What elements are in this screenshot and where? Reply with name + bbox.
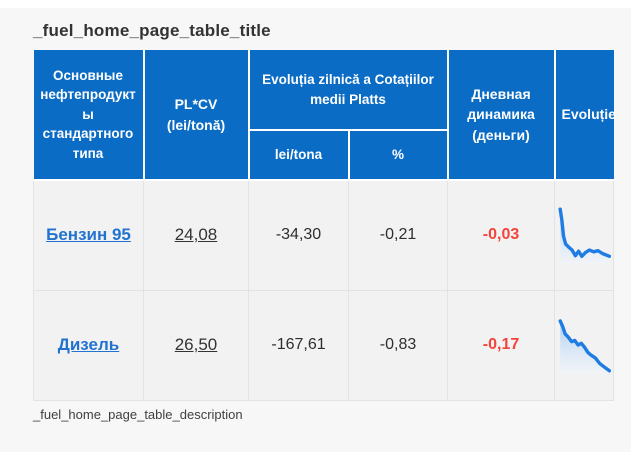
header-evolution: Evoluție bbox=[553, 50, 616, 181]
evolution-cell bbox=[554, 179, 614, 291]
top-strip bbox=[0, 0, 631, 8]
fuel-table-page: _fuel_home_page_table_title Основные неф… bbox=[0, 21, 631, 422]
daily-dynamics-value: -0,03 bbox=[447, 179, 555, 291]
page-title: _fuel_home_page_table_title bbox=[33, 21, 271, 40]
header-plcv: PL*CV (lei/tonă) bbox=[142, 50, 250, 181]
header-percent: % bbox=[347, 129, 449, 181]
plcv-value-link[interactable]: 26,50 bbox=[174, 335, 218, 354]
table-row-dizel: Дизель 26,50 -167,61 -0,83 -0,17 bbox=[33, 289, 614, 401]
table-row-benzin-95: Бензин 95 24,08 -34,30 -0,21 -0,03 bbox=[33, 179, 614, 291]
header-daily-dynamics: Дневная динамика (деньги) bbox=[446, 50, 556, 181]
evolution-cell bbox=[554, 289, 614, 401]
evolution-sparkline-chart bbox=[557, 317, 612, 373]
lei-value: -167,61 bbox=[248, 289, 349, 401]
page-description: _fuel_home_page_table_description bbox=[33, 406, 243, 422]
product-link-benzin-95[interactable]: Бензин 95 bbox=[46, 225, 131, 245]
percent-value: -0,83 bbox=[348, 289, 448, 401]
plcv-value-link[interactable]: 24,08 bbox=[174, 225, 218, 245]
percent-value: -0,21 bbox=[348, 179, 448, 291]
lei-value: -34,30 bbox=[248, 179, 349, 291]
daily-dynamics-value: -0,17 bbox=[447, 289, 555, 401]
header-evolution-group: Evoluția zilnică a Cotațiilor medii Plat… bbox=[247, 50, 449, 131]
evolution-sparkline-chart bbox=[557, 207, 612, 264]
product-link-dizel[interactable]: Дизель bbox=[57, 335, 120, 354]
header-lei-tona: lei/tona bbox=[248, 129, 350, 181]
table-header: Основные нефтепродукты стандартного типа… bbox=[33, 50, 616, 181]
header-products: Основные нефтепродукты стандартного типа bbox=[33, 50, 145, 181]
fuel-price-table: Основные нефтепродукты стандартного типа… bbox=[33, 50, 616, 401]
